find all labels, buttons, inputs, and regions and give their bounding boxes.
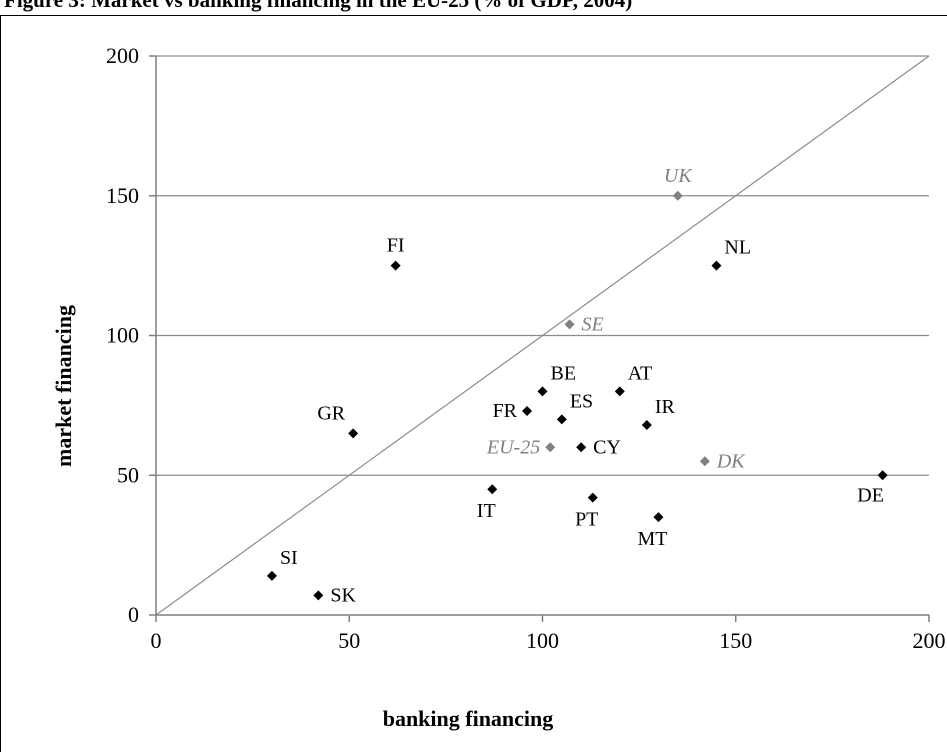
point-label-eu-25: EU-25 xyxy=(486,436,540,458)
point-label-nl: NL xyxy=(724,237,751,259)
point-label-si: SI xyxy=(280,547,298,569)
y-tick-label: 100 xyxy=(106,323,139,348)
point-fi xyxy=(390,260,401,271)
point-be xyxy=(537,386,548,397)
point-label-uk: UK xyxy=(664,165,693,187)
point-label-fi: FI xyxy=(387,235,405,257)
point-label-be: BE xyxy=(551,362,577,384)
diagonal-reference-line xyxy=(155,55,930,616)
point-mt xyxy=(653,512,664,523)
point-label-se: SE xyxy=(582,313,604,335)
point-cy xyxy=(576,442,587,453)
point-label-cy: CY xyxy=(593,436,621,458)
point-label-ir: IR xyxy=(655,396,676,418)
point-label-gr: GR xyxy=(317,402,345,424)
y-axis-title: market financing xyxy=(51,305,76,467)
point-ir xyxy=(641,419,652,430)
point-de xyxy=(877,470,888,481)
point-label-at: AT xyxy=(628,362,652,384)
point-label-dk: DK xyxy=(716,450,746,472)
y-tick-label: 50 xyxy=(117,462,139,487)
x-tick-label: 0 xyxy=(151,628,162,653)
point-sk xyxy=(313,590,324,601)
point-gr xyxy=(348,428,359,439)
point-si xyxy=(266,570,277,581)
point-nl xyxy=(711,260,722,271)
point-dk xyxy=(699,456,710,467)
reference-line-group xyxy=(155,55,930,616)
point-es xyxy=(556,414,567,425)
y-tick-label: 0 xyxy=(128,602,139,627)
x-tick-label: 50 xyxy=(338,628,360,653)
chart-caption: Figure 3: Market vs banking financing in… xyxy=(4,0,633,12)
x-tick-label: 200 xyxy=(913,628,946,653)
point-label-sk: SK xyxy=(330,584,356,606)
x-tick-label: 150 xyxy=(719,628,752,653)
scatter-chart: 0 50 100 150 200 0 50 100 150 200 SI SK GR FI IT FR BE E… xyxy=(51,43,946,731)
data-points xyxy=(266,190,888,601)
point-pt xyxy=(587,492,598,503)
point-se xyxy=(564,319,575,330)
grid-lines xyxy=(156,55,929,476)
chart-frame: 0 50 100 150 200 0 50 100 150 200 SI SK GR FI IT FR BE E… xyxy=(0,15,947,752)
point-eu-25 xyxy=(545,442,556,453)
point-uk xyxy=(672,190,683,201)
point-it xyxy=(487,484,498,495)
point-label-pt: PT xyxy=(575,509,598,531)
point-label-es: ES xyxy=(570,390,593,412)
point-label-it: IT xyxy=(477,500,496,522)
point-label-fr: FR xyxy=(493,400,518,422)
point-label-mt: MT xyxy=(637,528,667,550)
y-tick-label: 200 xyxy=(106,43,139,68)
x-tick-label: 100 xyxy=(526,628,559,653)
point-at xyxy=(614,386,625,397)
y-tick-label: 150 xyxy=(106,183,139,208)
x-axis-title: banking financing xyxy=(383,706,554,731)
point-label-de: DE xyxy=(857,484,884,506)
point-fr xyxy=(522,405,533,416)
axes xyxy=(149,55,930,622)
tick-labels: 0 50 100 150 200 0 50 100 150 200 xyxy=(106,43,946,653)
